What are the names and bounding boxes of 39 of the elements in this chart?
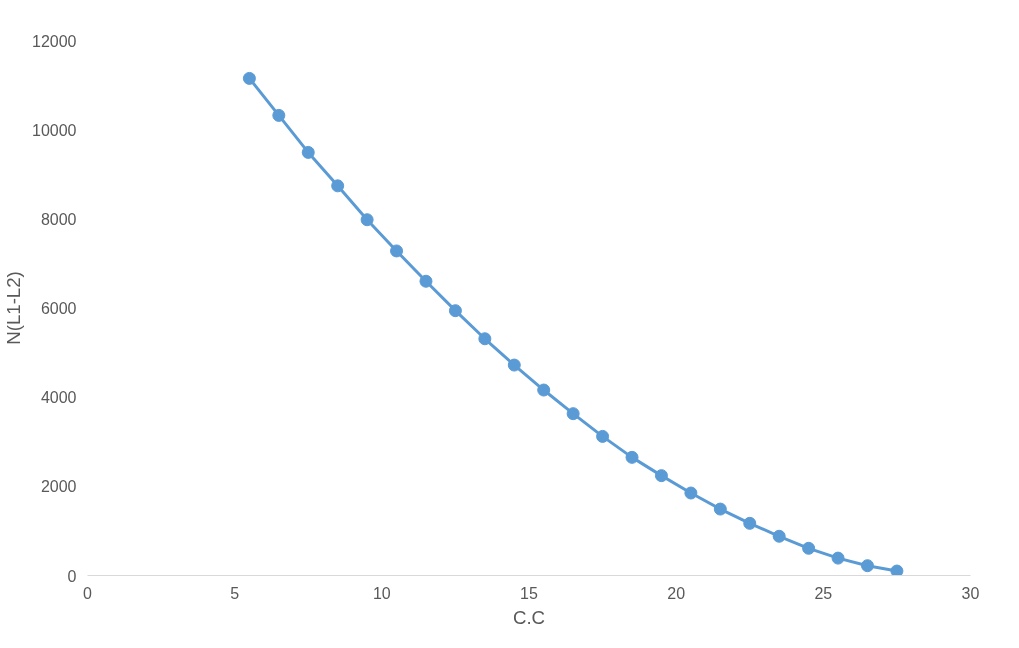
x-tick-label: 25 bbox=[814, 584, 833, 602]
point bbox=[772, 529, 786, 543]
point bbox=[419, 274, 433, 288]
point bbox=[242, 71, 256, 85]
x-tick-label: 15 bbox=[520, 584, 538, 602]
y-tick-label: 12000 bbox=[32, 32, 77, 50]
point bbox=[802, 541, 816, 555]
x-tick-label: 0 bbox=[83, 584, 93, 602]
point bbox=[331, 179, 345, 193]
point bbox=[360, 213, 374, 227]
point bbox=[654, 469, 668, 483]
y-tick-label: 6000 bbox=[40, 300, 77, 317]
x-tick-label: 30 bbox=[961, 584, 980, 602]
point bbox=[448, 304, 462, 318]
point bbox=[596, 429, 610, 443]
y-tick-label: 8000 bbox=[40, 210, 77, 228]
y-tick-label: 0 bbox=[67, 567, 77, 585]
point bbox=[743, 516, 757, 530]
x-tick-label: 20 bbox=[667, 584, 686, 602]
point bbox=[684, 486, 698, 500]
point bbox=[713, 502, 727, 516]
point bbox=[890, 564, 904, 576]
point bbox=[860, 559, 874, 573]
point bbox=[625, 450, 639, 464]
point bbox=[272, 108, 286, 122]
point bbox=[537, 383, 551, 397]
point bbox=[831, 551, 845, 565]
point bbox=[507, 358, 521, 372]
y-axis-title: N(L1-L2) bbox=[3, 271, 25, 345]
x-axis-title: C.C bbox=[512, 606, 546, 628]
point bbox=[390, 244, 404, 258]
y-tick-label: 10000 bbox=[32, 121, 77, 139]
y-tick-label: 4000 bbox=[40, 389, 77, 407]
y-tick-label: 2000 bbox=[40, 478, 77, 496]
x-tick-label: 10 bbox=[372, 584, 391, 602]
point bbox=[566, 407, 580, 421]
point bbox=[478, 332, 492, 346]
x-tick-label: 5 bbox=[230, 584, 240, 602]
point bbox=[301, 145, 315, 159]
